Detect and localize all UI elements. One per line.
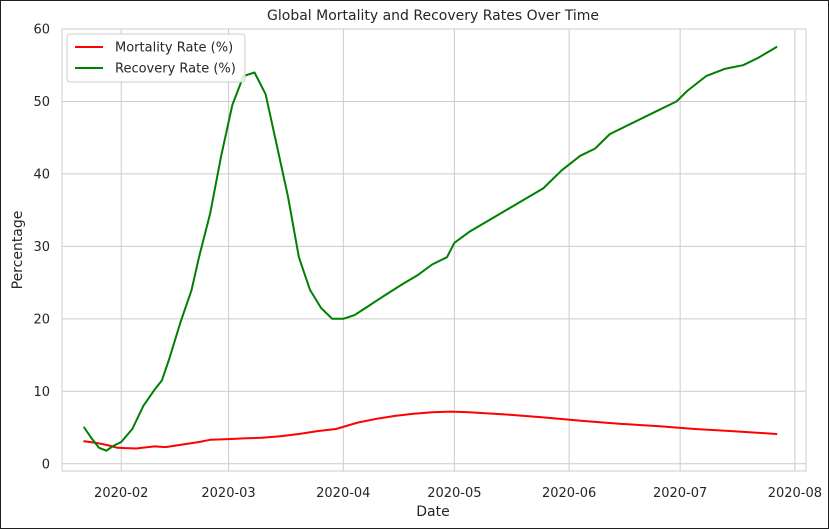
chart-title: Global Mortality and Recovery Rates Over… xyxy=(267,8,599,24)
x-tick-label: 2020-05 xyxy=(427,486,481,501)
y-axis-label: Percentage xyxy=(10,211,26,290)
legend: Mortality Rate (%) Recovery Rate (%) xyxy=(66,33,246,83)
y-axis-ticks: 0 10 20 30 40 50 60 xyxy=(33,23,50,473)
x-tick-label: 2020-02 xyxy=(94,486,148,501)
y-tick-label: 30 xyxy=(33,240,50,255)
x-tick-label: 2020-06 xyxy=(542,486,596,501)
y-tick-label: 20 xyxy=(33,312,50,327)
x-axis-ticks: 2020-02 2020-03 2020-04 2020-05 2020-06 2020-… xyxy=(94,486,822,501)
y-tick-label: 0 xyxy=(42,457,50,472)
legend-label-recovery: Recovery Rate (%) xyxy=(115,62,236,77)
series-layer xyxy=(83,46,778,452)
mortality-rate-line xyxy=(83,410,778,450)
legend-label-mortality: Mortality Rate (%) xyxy=(115,41,233,56)
y-tick-label: 60 xyxy=(33,23,50,38)
x-axis-label: Date xyxy=(416,504,449,520)
recovery-rate-line xyxy=(83,46,778,452)
x-tick-label: 2020-07 xyxy=(653,486,707,501)
legend-box xyxy=(66,33,246,83)
plot-area-border xyxy=(61,28,807,472)
x-tick-label: 2020-03 xyxy=(201,486,255,501)
y-tick-label: 50 xyxy=(33,95,50,110)
grid-lines xyxy=(62,28,806,471)
x-tick-label: 2020-04 xyxy=(316,486,370,501)
y-tick-label: 40 xyxy=(33,167,50,182)
x-tick-label: 2020-08 xyxy=(768,486,822,501)
y-tick-label: 10 xyxy=(33,385,50,400)
